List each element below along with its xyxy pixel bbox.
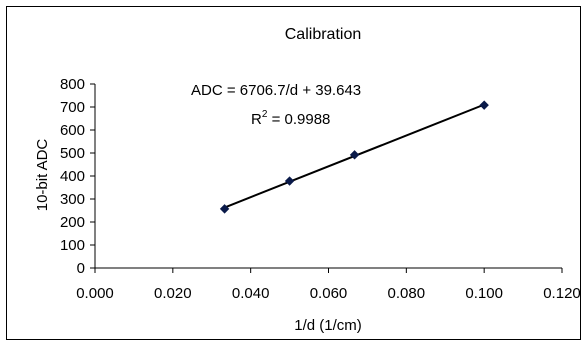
y-axis-ticks: 0 100 200 300 400 500 600 700 800	[60, 76, 95, 277]
data-point	[284, 176, 295, 186]
x-tick-label: 0.060	[310, 285, 348, 302]
y-axis-label: 10-bit ADC	[34, 139, 51, 212]
data-point	[219, 204, 230, 214]
chart-frame: Calibration 0 100 200 300 400 500 600 700 800 0.…	[6, 6, 581, 340]
y-tick-label: 800	[60, 76, 85, 93]
x-tick-label: 0.120	[543, 285, 581, 302]
x-tick-label: 0.100	[465, 285, 503, 302]
trendline-equation: ADC = 6706.7/d + 39.643	[191, 82, 361, 99]
y-tick-label: 200	[60, 214, 85, 231]
calibration-chart: Calibration 0 100 200 300 400 500 600 700 800 0.…	[34, 26, 581, 334]
x-tick-label: 0.040	[232, 285, 270, 302]
y-tick-label: 500	[60, 145, 85, 162]
x-tick-label: 0.020	[154, 285, 192, 302]
x-tick-label: 0.000	[76, 285, 114, 302]
y-tick-label: 400	[60, 168, 85, 185]
chart-title: Calibration	[285, 26, 361, 43]
r-squared-label: R2 = 0.9988	[251, 109, 330, 128]
x-axis-ticks: 0.000 0.020 0.040 0.060 0.080 0.100 0.120	[76, 268, 581, 302]
x-tick-label: 0.080	[388, 285, 426, 302]
data-point	[349, 150, 360, 160]
data-point	[479, 100, 489, 110]
x-axis-label: 1/d (1/cm)	[294, 317, 362, 334]
r-squared-value: = 0.9988	[267, 111, 330, 128]
data-points	[219, 100, 489, 214]
r-squared-prefix: R	[251, 111, 262, 128]
r-squared-superscript: 2	[262, 109, 268, 120]
y-tick-label: 700	[60, 99, 85, 116]
y-tick-label: 300	[60, 191, 85, 208]
y-tick-label: 100	[60, 237, 85, 254]
y-tick-label: 0	[77, 260, 85, 277]
y-tick-label: 600	[60, 122, 85, 139]
